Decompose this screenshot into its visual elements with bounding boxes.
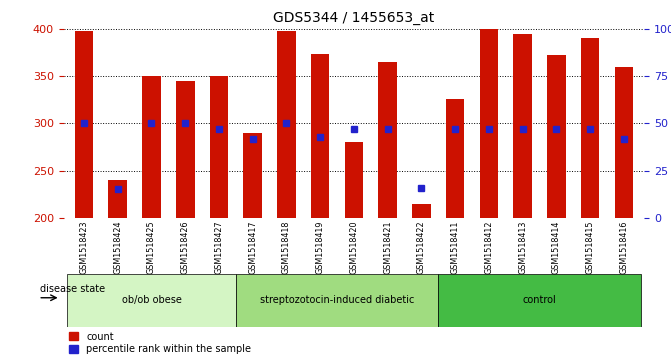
Bar bbox=[176, 81, 195, 218]
Text: ob/ob obese: ob/ob obese bbox=[121, 295, 181, 305]
Text: GSM1518422: GSM1518422 bbox=[417, 221, 426, 274]
Bar bbox=[547, 56, 566, 218]
Text: GSM1518424: GSM1518424 bbox=[113, 221, 122, 274]
Text: GSM1518427: GSM1518427 bbox=[215, 221, 223, 274]
Text: GSM1518417: GSM1518417 bbox=[248, 221, 257, 274]
Bar bbox=[581, 38, 599, 218]
Text: GSM1518414: GSM1518414 bbox=[552, 221, 561, 274]
Text: GSM1518411: GSM1518411 bbox=[451, 221, 460, 274]
Text: GSM1518426: GSM1518426 bbox=[180, 221, 190, 274]
Bar bbox=[378, 62, 397, 218]
Text: GSM1518418: GSM1518418 bbox=[282, 221, 291, 274]
Bar bbox=[311, 54, 329, 218]
Text: GSM1518419: GSM1518419 bbox=[316, 221, 325, 274]
Title: GDS5344 / 1455653_at: GDS5344 / 1455653_at bbox=[273, 11, 435, 25]
Text: GSM1518425: GSM1518425 bbox=[147, 221, 156, 274]
Bar bbox=[74, 31, 93, 218]
Text: control: control bbox=[523, 295, 556, 305]
Text: GSM1518416: GSM1518416 bbox=[619, 221, 629, 274]
Text: GSM1518420: GSM1518420 bbox=[350, 221, 358, 274]
Bar bbox=[438, 274, 641, 327]
Text: GSM1518413: GSM1518413 bbox=[518, 221, 527, 274]
Bar bbox=[480, 29, 498, 218]
Text: GSM1518421: GSM1518421 bbox=[383, 221, 392, 274]
Text: GSM1518412: GSM1518412 bbox=[484, 221, 493, 274]
Bar bbox=[412, 204, 431, 218]
Text: streptozotocin-induced diabetic: streptozotocin-induced diabetic bbox=[260, 295, 414, 305]
Text: GSM1518415: GSM1518415 bbox=[586, 221, 595, 274]
Bar bbox=[513, 34, 532, 218]
Bar bbox=[236, 274, 438, 327]
Text: GSM1518423: GSM1518423 bbox=[79, 221, 89, 274]
Bar bbox=[277, 31, 296, 218]
Bar bbox=[210, 76, 228, 218]
Bar bbox=[446, 99, 464, 218]
Legend: count, percentile rank within the sample: count, percentile rank within the sample bbox=[68, 331, 251, 355]
Bar bbox=[142, 76, 161, 218]
Bar bbox=[109, 180, 127, 218]
Text: disease state: disease state bbox=[40, 284, 105, 294]
Bar bbox=[345, 142, 363, 218]
Bar bbox=[244, 133, 262, 218]
Bar bbox=[615, 67, 633, 218]
Bar bbox=[67, 274, 236, 327]
